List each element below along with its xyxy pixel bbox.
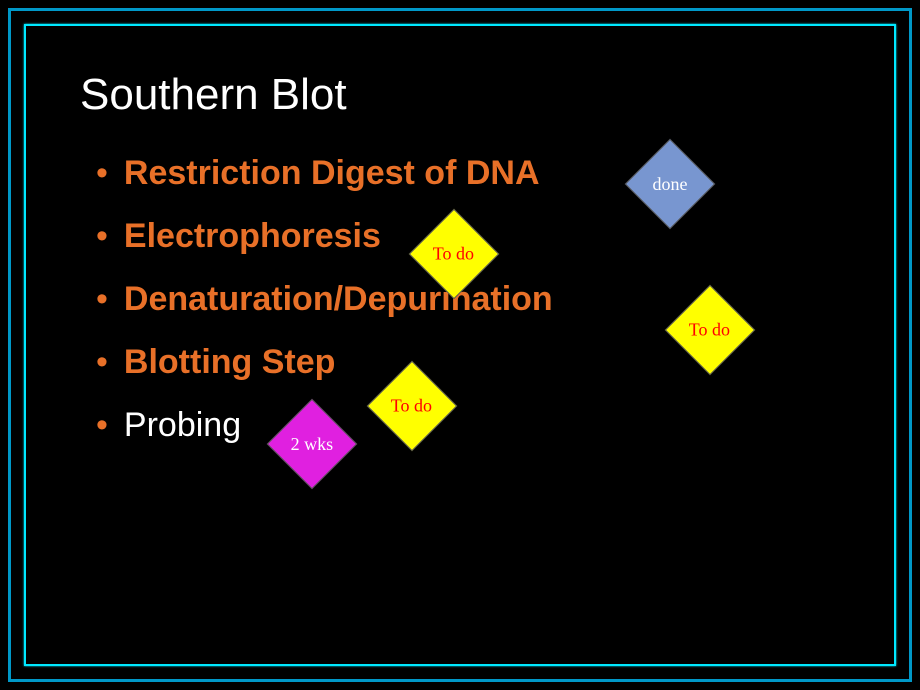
bullet-text: Denaturation/Depurination <box>124 274 553 325</box>
diamond-label: To do <box>689 320 730 341</box>
bullet-dot: • <box>96 211 108 262</box>
diamond-label: done <box>653 174 688 195</box>
bullet-text: Restriction Digest of DNA <box>124 148 540 199</box>
bullet-dot: • <box>96 148 108 199</box>
bullet-text: Probing <box>124 400 241 451</box>
bullet-item: • Restriction Digest of DNA <box>80 148 860 199</box>
slide-title: Southern Blot <box>80 70 860 120</box>
bullet-text: Blotting Step <box>124 337 336 388</box>
bullet-dot: • <box>96 274 108 325</box>
bullet-dot: • <box>96 400 108 451</box>
bullet-list: • Restriction Digest of DNA • Electropho… <box>80 148 860 451</box>
diamond-label: 2 wks <box>291 433 334 454</box>
bullet-item: • Blotting Step <box>80 337 860 388</box>
bullet-item: • Probing <box>80 400 860 451</box>
diamond-label: To do <box>433 244 474 265</box>
bullet-text: Electrophoresis <box>124 211 381 262</box>
bullet-dot: • <box>96 337 108 388</box>
diamond-label: To do <box>391 396 432 417</box>
